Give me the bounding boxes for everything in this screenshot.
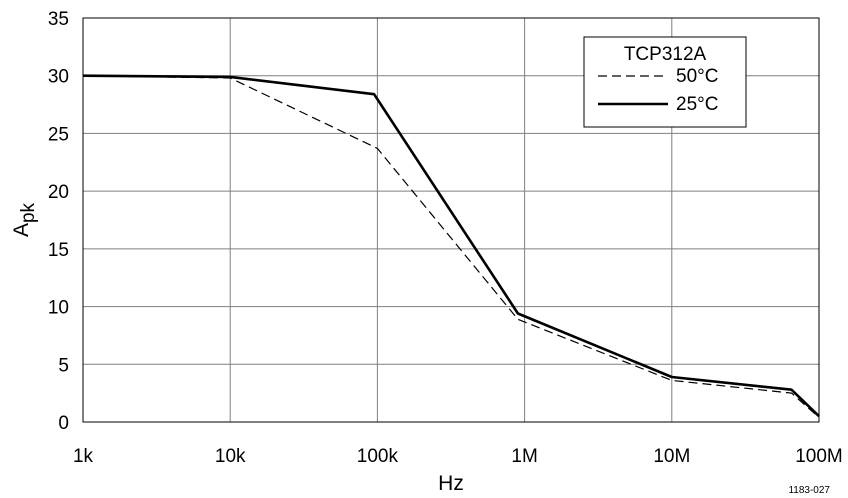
legend: TCP312A 50°C 25°C	[583, 36, 747, 128]
x-tick-label-1M: 1M	[511, 446, 537, 467]
x-tick-label-1k: 1k	[73, 446, 94, 467]
y-tick-label-25: 25	[48, 124, 69, 145]
series-line-25c	[82, 74, 820, 418]
legend-box	[583, 36, 747, 128]
y-tick-label-0: 0	[58, 413, 69, 434]
x-tick-label-100k: 100k	[357, 446, 399, 467]
y-axis-label-subscript: pk	[18, 202, 39, 223]
y-tick-labels: 0 5 10 15 20 25 30 35	[48, 9, 69, 434]
figure-code: 1183-027	[788, 485, 830, 496]
y-tick-label-5: 5	[58, 355, 69, 376]
y-tick-label-10: 10	[48, 298, 69, 319]
plot-frame	[82, 17, 820, 423]
legend-entry-25c: 25°C	[676, 94, 718, 115]
x-tick-labels: 1k 10k 100k 1M 10M 100M	[73, 446, 843, 467]
y-axis-label: Apk	[10, 202, 39, 237]
x-tick-label-10k: 10k	[215, 446, 246, 467]
legend-title: TCP312A	[624, 44, 707, 65]
y-tick-label-15: 15	[48, 240, 69, 261]
x-axis-label: Hz	[438, 472, 464, 495]
y-axis-label-main: A	[10, 223, 33, 237]
y-tick-label-20: 20	[48, 182, 69, 203]
legend-entry-50c: 50°C	[676, 66, 718, 87]
y-tick-label-35: 35	[48, 9, 69, 30]
y-tick-label-30: 30	[48, 67, 69, 88]
x-tick-label-10M: 10M	[653, 446, 690, 467]
series-lines	[82, 74, 820, 418]
x-tick-label-100M: 100M	[795, 446, 843, 467]
